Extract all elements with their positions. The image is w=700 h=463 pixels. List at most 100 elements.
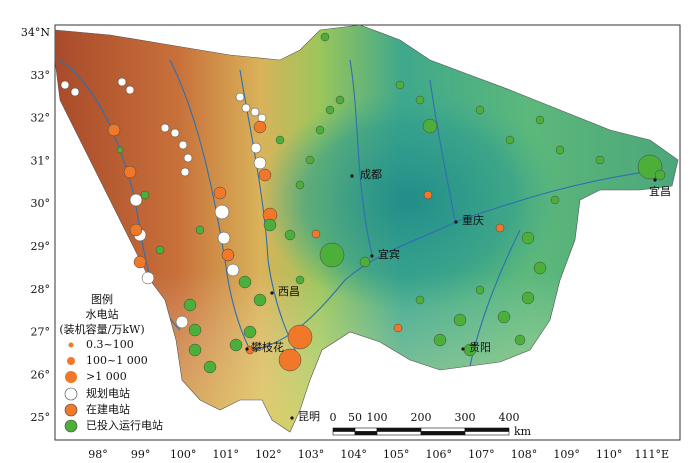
city-dot	[350, 174, 354, 178]
city-label: 成都	[360, 168, 382, 181]
station	[60, 80, 70, 90]
lon-label: 109°	[553, 448, 580, 461]
scale-label: 400	[499, 411, 520, 424]
lon-label: 105°	[383, 448, 410, 461]
station	[116, 146, 124, 154]
station	[550, 195, 560, 205]
station	[203, 360, 217, 374]
station	[295, 180, 305, 190]
station	[521, 231, 535, 245]
legend-type-label: 在建电站	[86, 402, 130, 416]
station	[415, 95, 425, 105]
station	[395, 80, 405, 90]
station	[315, 125, 325, 135]
station	[521, 291, 535, 305]
station	[188, 323, 202, 337]
station	[595, 155, 605, 165]
scale-segment	[464, 427, 510, 432]
lat-label: 27°	[31, 326, 51, 339]
station	[253, 156, 267, 170]
station	[284, 229, 296, 241]
scale-label: 100	[367, 411, 388, 424]
station	[226, 263, 240, 277]
station	[278, 348, 302, 372]
city-dot	[454, 220, 458, 224]
lat-label: 26°	[31, 368, 51, 381]
station	[505, 135, 515, 145]
scale-label: 0	[330, 411, 337, 424]
station	[433, 333, 447, 347]
legend-subtitle: 水电站	[86, 307, 119, 321]
lon-label: 108°	[511, 448, 538, 461]
city-label: 宜宾	[378, 247, 400, 261]
city-dot	[653, 178, 657, 182]
station	[415, 295, 425, 305]
lon-label: 103°	[298, 448, 325, 461]
station	[319, 242, 345, 268]
station	[117, 77, 127, 87]
station	[258, 168, 272, 182]
station	[393, 323, 403, 333]
station	[160, 123, 170, 133]
scale-segment	[420, 427, 466, 432]
station	[275, 135, 285, 145]
city-label: 重庆	[462, 213, 484, 227]
station	[243, 325, 257, 339]
station	[253, 293, 267, 307]
scale-segment	[376, 427, 422, 432]
station	[217, 231, 231, 245]
scale-label: 300	[455, 411, 476, 424]
scale-segment	[376, 431, 422, 436]
city-label: 攀枝花	[251, 340, 284, 354]
station	[183, 153, 193, 163]
lat-label: 31°	[31, 154, 51, 167]
station	[133, 255, 147, 269]
station	[183, 298, 197, 312]
station	[422, 118, 438, 134]
station	[497, 310, 511, 324]
legend-size-swatch	[68, 342, 74, 348]
station	[141, 271, 155, 285]
station	[155, 245, 165, 255]
scale-segment	[354, 431, 378, 436]
station	[263, 218, 277, 232]
stations	[60, 32, 666, 374]
legend-size-label: 100~1 000	[86, 354, 148, 367]
lon-label: 110°	[596, 448, 623, 461]
city-dot	[270, 291, 274, 295]
station	[335, 95, 345, 105]
scale-label: 200	[411, 411, 432, 424]
lat-label: 32°	[31, 112, 51, 125]
station	[129, 193, 143, 207]
legend-unit: (装机容量/万kW)	[59, 322, 144, 336]
lon-label: 104°	[340, 448, 367, 461]
legend-type-label: 规划电站	[86, 386, 130, 400]
station	[250, 142, 262, 154]
station	[214, 204, 230, 220]
terrain	[55, 25, 678, 432]
city-dot	[370, 254, 374, 258]
station	[180, 167, 190, 177]
lon-label: 111°E	[635, 448, 670, 461]
lon-label: 102°	[255, 448, 282, 461]
city-label: 贵阳	[469, 341, 491, 354]
station	[295, 275, 305, 285]
station	[495, 223, 505, 233]
scale-segment	[354, 427, 378, 432]
city-label: 西昌	[278, 285, 300, 298]
station	[170, 128, 180, 138]
station	[175, 315, 189, 329]
station	[221, 248, 235, 262]
lon-label: 106°	[426, 448, 453, 461]
station	[213, 186, 227, 200]
lat-label: 28°	[31, 283, 51, 296]
station	[253, 120, 267, 134]
city-dot	[461, 347, 465, 351]
station	[325, 105, 335, 115]
station	[359, 256, 371, 268]
city-dot	[245, 347, 249, 351]
station	[250, 107, 260, 117]
legend-type-swatch	[64, 419, 78, 433]
station	[305, 155, 315, 165]
